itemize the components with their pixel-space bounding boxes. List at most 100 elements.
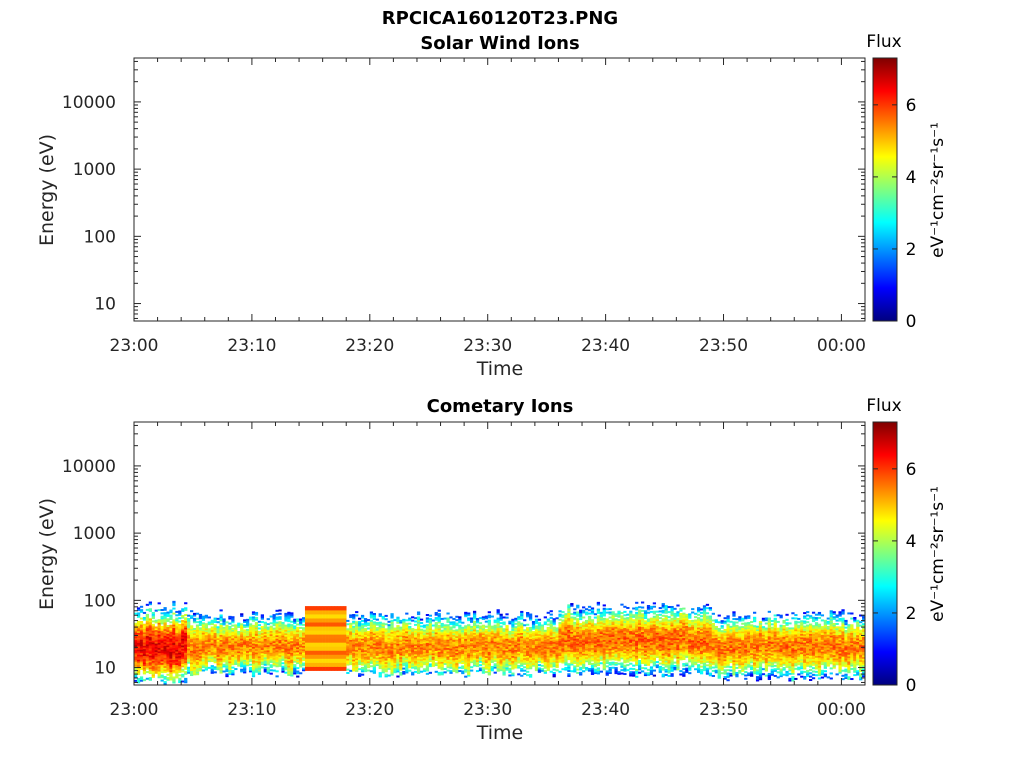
spectrogram-cell xyxy=(263,653,267,656)
spectrogram-cell xyxy=(546,658,550,661)
spectrogram-cell xyxy=(201,624,206,627)
spectrogram-cell xyxy=(411,653,415,656)
spectrogram-cell xyxy=(478,649,483,652)
spectrogram-cell xyxy=(337,610,341,615)
spectrogram-cell xyxy=(449,671,453,674)
spectrogram-cell xyxy=(399,636,403,639)
spectrogram-cell xyxy=(266,639,270,642)
spectrogram-cell xyxy=(387,630,391,633)
spectrogram-cell xyxy=(531,639,536,642)
spectrogram-cell xyxy=(302,632,306,635)
spectrogram-cell xyxy=(602,643,606,646)
spectrogram-cell xyxy=(405,622,409,625)
spectrogram-cell xyxy=(337,666,341,671)
spectrogram-cell xyxy=(210,648,214,651)
spectrogram-cell xyxy=(384,618,388,621)
spectrogram-cell xyxy=(184,624,188,627)
spectrogram-cell xyxy=(210,641,214,644)
spectrogram-cell xyxy=(219,632,223,635)
spectrogram-cell xyxy=(204,628,208,631)
spectrogram-cell xyxy=(381,637,385,640)
spectrogram-cell xyxy=(428,665,433,668)
spectrogram-cell xyxy=(154,656,158,659)
spectrogram-cell xyxy=(207,631,211,634)
spectrogram-cell xyxy=(381,627,385,630)
spectrogram-cell xyxy=(555,664,559,667)
spectrogram-cell xyxy=(281,621,285,624)
spectrogram-cell xyxy=(443,642,447,645)
spectrogram-cell xyxy=(416,651,421,654)
spectrogram-cell xyxy=(540,649,545,652)
spectrogram-cell xyxy=(493,659,497,662)
spectrogram-cell xyxy=(172,671,176,674)
spectrogram-cell xyxy=(431,644,435,647)
spectrogram-cell xyxy=(505,660,509,663)
spectrogram-cell xyxy=(437,673,441,676)
spectrogram-cell xyxy=(175,669,179,672)
spectrogram-cell xyxy=(461,640,465,643)
spectrogram-cell xyxy=(487,621,491,624)
spectrogram-cell xyxy=(313,662,318,667)
spectrogram-cell xyxy=(446,664,450,667)
spectrogram-cell xyxy=(307,614,312,619)
spectrogram-cell xyxy=(576,663,580,666)
spectrogram-cell xyxy=(425,614,430,616)
spectrogram-cell xyxy=(369,650,374,653)
spectrogram-cell xyxy=(520,669,524,672)
spectrogram-cell xyxy=(455,657,459,660)
spectrogram-cell xyxy=(528,660,533,663)
spectrogram-cell xyxy=(511,665,515,668)
spectrogram-cell xyxy=(576,661,580,664)
spectrogram-cell xyxy=(573,638,577,641)
spectrogram-cell xyxy=(537,650,542,653)
spectrogram-cell xyxy=(443,624,447,627)
spectrogram-cell xyxy=(384,653,388,656)
spectrogram-cell xyxy=(145,603,150,606)
spectrogram-cell xyxy=(528,653,533,656)
spectrogram-cell xyxy=(234,629,238,632)
spectrogram-cell xyxy=(555,639,559,642)
spectrogram-cell xyxy=(425,645,430,648)
spectrogram-cell xyxy=(231,638,235,641)
spectrogram-cell xyxy=(340,646,344,651)
spectrogram-cell xyxy=(387,674,391,677)
spectrogram-cell xyxy=(231,656,235,659)
spectrogram-cell xyxy=(287,672,291,675)
spectrogram-cell xyxy=(287,670,291,673)
spectrogram-cell xyxy=(414,633,418,636)
spectrogram-cell xyxy=(334,650,338,655)
spectrogram-cell xyxy=(254,664,259,667)
spectrogram-cell xyxy=(222,655,226,658)
spectrogram-cell xyxy=(237,636,241,639)
spectrogram-cell xyxy=(449,644,453,647)
spectrogram-cell xyxy=(213,644,217,647)
spectrogram-cell xyxy=(587,661,592,664)
spectrogram-cell xyxy=(408,661,412,664)
spectrogram-cell xyxy=(192,649,197,652)
spectrogram-cell xyxy=(390,623,394,626)
spectrogram-cell xyxy=(160,659,164,662)
spectrogram-cell xyxy=(446,651,450,654)
spectrogram-cell xyxy=(405,651,409,654)
spectrogram-cell xyxy=(593,630,598,633)
spectrogram-cell xyxy=(213,634,217,637)
spectrogram-cell xyxy=(416,655,421,658)
spectrogram-cell xyxy=(246,654,250,657)
spectrogram-cell xyxy=(384,638,388,641)
spectrogram-cell xyxy=(378,636,382,639)
spectrogram-cell xyxy=(505,640,509,643)
spectrogram-cell xyxy=(475,658,480,661)
spectrogram-cell xyxy=(381,654,385,657)
spectrogram-cell xyxy=(552,629,556,632)
spectrogram-cell xyxy=(346,658,350,661)
spectrogram-cell xyxy=(248,650,253,653)
spectrogram-cell xyxy=(246,664,250,667)
spectrogram-cell xyxy=(369,670,374,673)
spectrogram-cell xyxy=(546,640,550,643)
spectrogram-cell xyxy=(310,650,315,655)
spectrogram-cell xyxy=(190,653,194,656)
spectrogram-cell xyxy=(195,654,200,657)
spectrogram-cell xyxy=(275,624,279,627)
spectrogram-cell xyxy=(434,625,438,628)
spectrogram-cell xyxy=(582,623,586,626)
